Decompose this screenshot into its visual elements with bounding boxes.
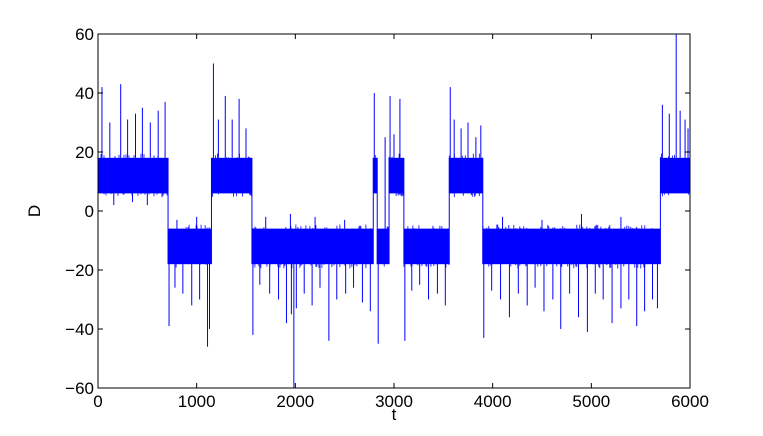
y-tick-label: 40 xyxy=(75,84,94,103)
x-tick-label: 0 xyxy=(93,392,102,411)
signal-segment-noise xyxy=(98,153,169,198)
axes: 0 1000 2000 3000 4000 5000 6000 −60 −40 −20 0 20 40 6… xyxy=(65,25,709,411)
x-tick-label: 1000 xyxy=(178,392,216,411)
signal-segment-noise xyxy=(211,153,252,197)
x-tick-label: 3000 xyxy=(375,392,413,411)
x-tick-label: 6000 xyxy=(671,392,709,411)
y-tick-label: −40 xyxy=(65,320,94,339)
y-tick-label: −20 xyxy=(65,261,94,280)
x-tick-label: 2000 xyxy=(276,392,314,411)
x-tick-label: 5000 xyxy=(572,392,610,411)
signal-segment-noise xyxy=(448,153,483,198)
y-tick-label: 60 xyxy=(75,25,94,44)
x-tick-label: 4000 xyxy=(474,392,512,411)
signal-segment-noise xyxy=(372,155,377,194)
x-axis-label: t xyxy=(392,405,397,424)
signal-segment-noise xyxy=(376,226,389,267)
y-axis-label: D xyxy=(25,205,44,217)
signal-segment-noise xyxy=(388,153,404,197)
signal-segment-noise xyxy=(660,153,690,197)
y-tick-label: −60 xyxy=(65,379,94,398)
plot-area xyxy=(98,34,690,388)
signal-segment-noise xyxy=(251,224,374,269)
y-tick-label: 0 xyxy=(85,202,94,221)
y-tick-label: 20 xyxy=(75,143,94,162)
signal-segment-noise xyxy=(403,225,450,268)
